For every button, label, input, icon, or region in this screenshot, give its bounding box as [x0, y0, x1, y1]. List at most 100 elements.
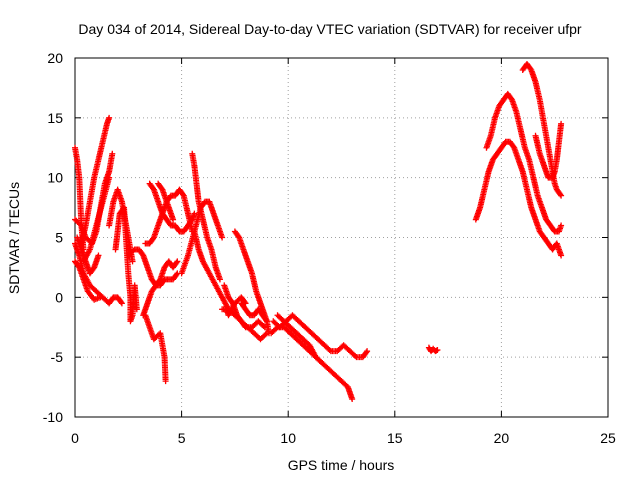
data-point-run: [91, 158, 102, 180]
data-point-run: [95, 140, 106, 162]
data-point-run: [147, 181, 157, 192]
data-point-run: [100, 122, 110, 144]
data-point-run: [314, 355, 325, 365]
data-point-run: [115, 295, 125, 306]
data-point-run: [87, 224, 99, 251]
data-point-run: [244, 324, 254, 331]
data-point-run: [179, 254, 191, 275]
data-point-run: [234, 313, 244, 324]
series-arc-c5: [221, 282, 268, 331]
data-point-run: [76, 176, 84, 203]
data-point-run: [256, 307, 265, 318]
data-series: [72, 60, 565, 403]
data-point: [174, 258, 181, 265]
data-point-run: [170, 259, 180, 270]
y-tick-label: 10: [47, 170, 63, 186]
data-point-run: [541, 122, 551, 150]
data-point-run: [258, 331, 269, 342]
data-point-run: [87, 176, 97, 203]
data-point-run: [295, 331, 305, 342]
series-arc-e1: [472, 138, 565, 259]
data-point-run: [208, 248, 219, 269]
data-point-run: [239, 319, 248, 330]
y-tick-label: 5: [55, 230, 63, 246]
data-point: [106, 174, 113, 181]
x-tick-label: 15: [387, 430, 403, 446]
series-arc-early-g: [80, 174, 113, 265]
data-point-run: [276, 324, 286, 331]
data-point-run: [499, 139, 508, 150]
data-point-run: [131, 284, 140, 311]
data-point-run: [78, 224, 89, 245]
data-point-run: [526, 158, 536, 180]
data-point: [97, 294, 104, 301]
data-point-run: [309, 331, 320, 342]
data-point-run: [494, 145, 504, 156]
data-point-run: [249, 272, 259, 293]
data-point-run: [81, 247, 93, 263]
data-point-run: [520, 170, 530, 192]
data-point-run: [532, 134, 543, 156]
series-arc-early-e: [72, 258, 104, 303]
data-point-run: [341, 343, 352, 353]
x-tick-label: 20: [494, 430, 510, 446]
data-point-run: [239, 295, 248, 306]
data-point-run: [301, 337, 312, 348]
data-point-run: [196, 200, 206, 221]
data-point-run: [136, 247, 146, 258]
data-point-run: [260, 313, 270, 324]
data-point-run: [77, 200, 85, 227]
data-point-run: [524, 62, 534, 72]
data-point-run: [106, 295, 116, 306]
data-point: [109, 150, 116, 157]
data-point-run: [72, 146, 80, 162]
y-tick-label: 20: [47, 50, 63, 66]
data-point-run: [524, 188, 534, 209]
data-point-run: [173, 223, 182, 234]
series-arc-e4: [532, 120, 565, 181]
data-point-run: [556, 224, 564, 234]
data-point-run: [181, 194, 191, 215]
data-point: [216, 276, 223, 283]
data-point-run: [426, 345, 434, 353]
data-point-run: [92, 294, 102, 303]
data-point-run: [488, 116, 498, 138]
y-tick-label: -10: [43, 409, 63, 425]
data-point-run: [125, 272, 134, 299]
data-point-run: [85, 289, 97, 302]
data-point: [191, 210, 198, 217]
data-point-run: [548, 223, 557, 234]
x-tick-labels: 0 5 10 15 20 25: [71, 430, 616, 446]
series-spike-mid: [142, 312, 169, 385]
data-point: [434, 346, 441, 353]
data-point: [558, 120, 565, 127]
data-point-run: [316, 337, 327, 348]
data-point-run: [497, 98, 506, 108]
data-point-run: [158, 277, 167, 288]
data-point-run: [100, 176, 112, 203]
data-point-run: [282, 319, 293, 330]
data-point-run: [121, 206, 132, 275]
x-axis-label: GPS time / hours: [288, 457, 395, 473]
data-point-run: [226, 295, 235, 306]
data-point-run: [126, 247, 137, 258]
series-arc-c7: [238, 300, 273, 337]
x-tick-label: 5: [178, 430, 186, 446]
data-point-run: [112, 230, 121, 251]
data-point-run: [290, 313, 301, 324]
data-point-run: [185, 217, 195, 228]
data-point-run: [322, 343, 333, 353]
data-point-run: [288, 325, 299, 336]
data-point-run: [360, 349, 370, 359]
data-point-run: [164, 217, 174, 228]
data-point-run: [104, 116, 112, 126]
data-point-run: [93, 200, 106, 227]
series-arc-d3: [268, 324, 326, 367]
data-point-run: [189, 212, 197, 222]
y-tick-label: 0: [55, 289, 63, 305]
data-point-run: [550, 170, 558, 180]
data-point-run: [106, 200, 117, 227]
data-point-run: [490, 151, 500, 162]
data-point-run: [269, 325, 280, 336]
